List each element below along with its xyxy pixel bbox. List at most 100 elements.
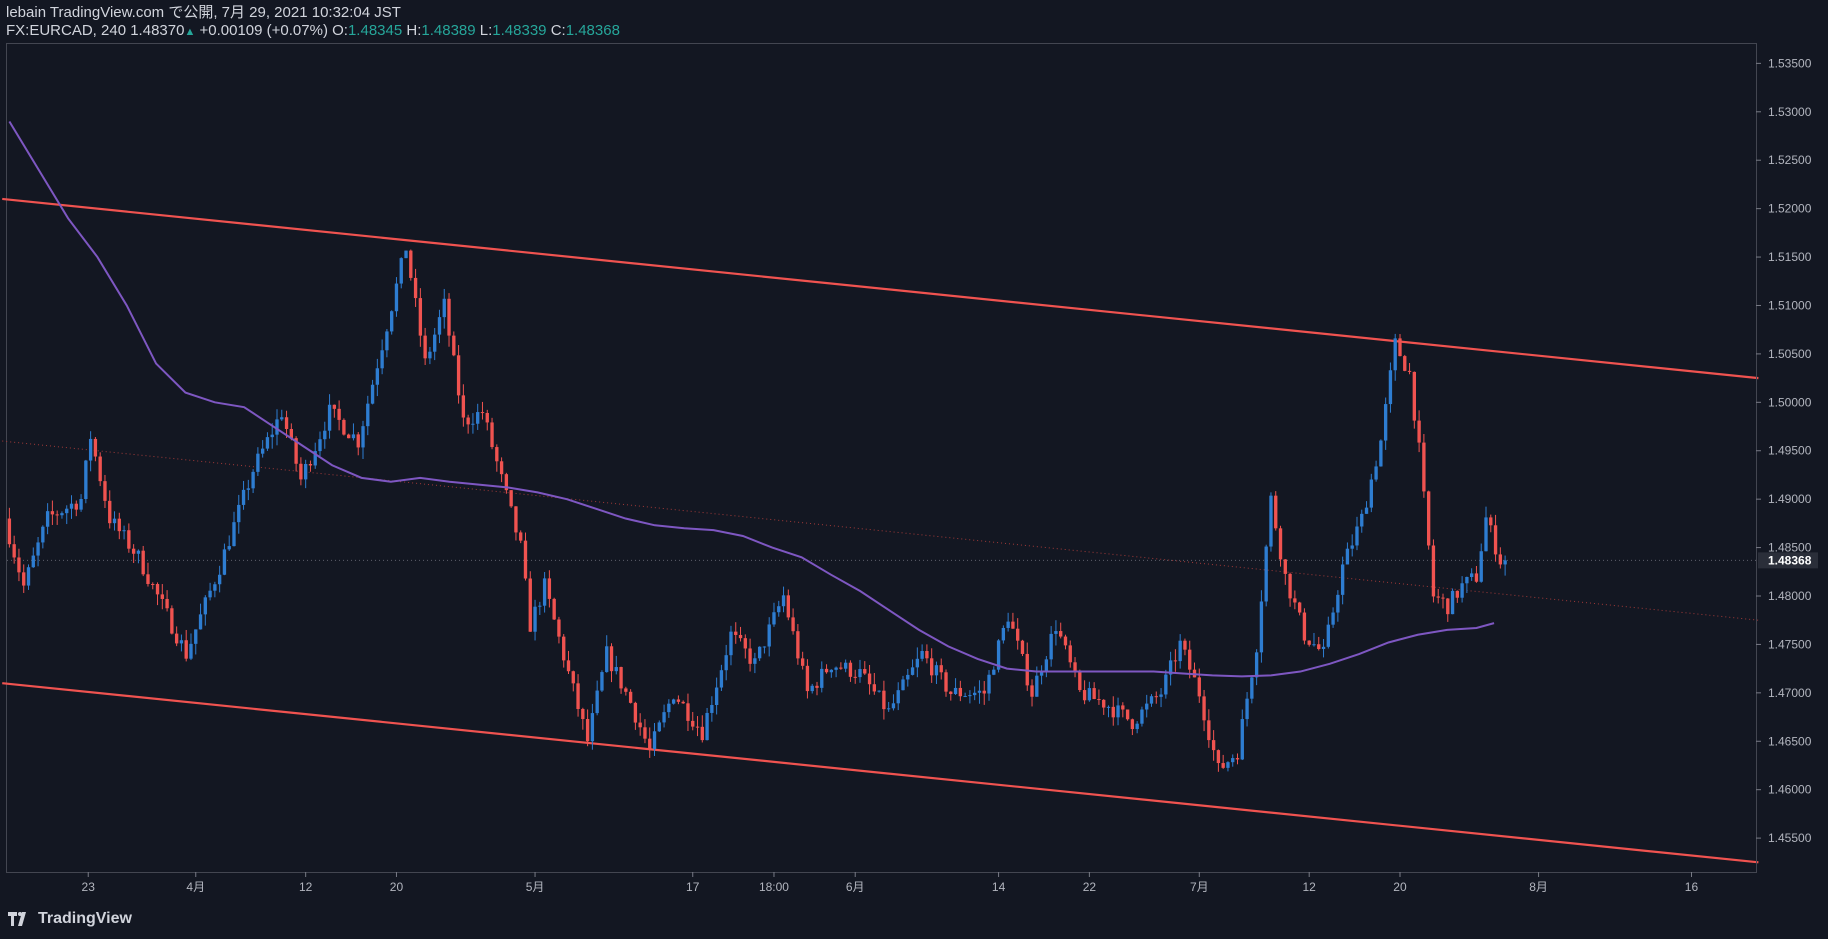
candle[interactable]	[973, 686, 977, 701]
candle[interactable]	[466, 414, 470, 434]
candle[interactable]	[356, 432, 360, 456]
candle[interactable]	[772, 602, 776, 627]
candle[interactable]	[1393, 333, 1397, 381]
candle[interactable]	[1407, 363, 1412, 375]
candle[interactable]	[1001, 625, 1006, 644]
candle[interactable]	[944, 669, 948, 697]
candle[interactable]	[1326, 616, 1330, 649]
candle[interactable]	[1216, 749, 1221, 772]
candle[interactable]	[624, 686, 628, 696]
candle[interactable]	[45, 503, 50, 535]
candle[interactable]	[237, 494, 241, 534]
candle[interactable]	[1149, 694, 1154, 707]
candle[interactable]	[122, 525, 126, 540]
candle[interactable]	[93, 437, 98, 462]
candle[interactable]	[265, 432, 270, 451]
candle[interactable]	[523, 532, 528, 581]
candle[interactable]	[1379, 439, 1383, 467]
candle[interactable]	[1288, 572, 1292, 607]
candle[interactable]	[370, 379, 375, 405]
candle[interactable]	[337, 400, 341, 431]
candle[interactable]	[418, 288, 423, 347]
candle[interactable]	[131, 544, 136, 563]
lower-channel-trendline[interactable]	[2, 682, 1759, 864]
candle[interactable]	[332, 404, 337, 418]
candle[interactable]	[217, 565, 222, 593]
candle[interactable]	[1049, 626, 1053, 667]
candle[interactable]	[691, 711, 695, 731]
candle[interactable]	[1240, 709, 1244, 761]
candle[interactable]	[1307, 640, 1311, 647]
candle[interactable]	[585, 709, 590, 747]
candle[interactable]	[1116, 697, 1120, 726]
candle[interactable]	[896, 682, 900, 711]
candle[interactable]	[934, 661, 939, 684]
candle[interactable]	[987, 670, 991, 701]
candle[interactable]	[1493, 514, 1498, 562]
candle[interactable]	[638, 713, 642, 736]
candle[interactable]	[781, 586, 786, 613]
candle[interactable]	[127, 523, 131, 553]
candle[interactable]	[605, 635, 609, 673]
candle[interactable]	[1412, 371, 1416, 429]
candle[interactable]	[762, 646, 767, 654]
candle[interactable]	[165, 590, 169, 612]
candle[interactable]	[141, 545, 145, 577]
candle[interactable]	[800, 651, 805, 670]
candle[interactable]	[977, 680, 982, 704]
candle[interactable]	[705, 707, 709, 741]
candle[interactable]	[681, 700, 685, 704]
candle[interactable]	[519, 530, 523, 544]
candle[interactable]	[456, 345, 461, 404]
candle[interactable]	[538, 601, 542, 616]
candle[interactable]	[676, 695, 681, 705]
candle[interactable]	[1403, 354, 1407, 372]
candle[interactable]	[1145, 694, 1149, 718]
candle[interactable]	[609, 643, 614, 683]
candle[interactable]	[877, 690, 881, 693]
candle[interactable]	[413, 268, 418, 307]
candle[interactable]	[786, 589, 790, 621]
candle[interactable]	[184, 629, 188, 662]
candle[interactable]	[155, 582, 160, 606]
candle[interactable]	[1274, 491, 1278, 531]
candle[interactable]	[1355, 516, 1359, 551]
candle[interactable]	[643, 719, 647, 744]
candle[interactable]	[318, 431, 322, 457]
candle[interactable]	[504, 472, 509, 494]
candle[interactable]	[777, 600, 781, 617]
candle[interactable]	[213, 581, 217, 598]
candle[interactable]	[1455, 590, 1460, 603]
candle[interactable]	[1154, 691, 1158, 704]
candle[interactable]	[1293, 590, 1297, 610]
candle[interactable]	[757, 646, 762, 661]
candle[interactable]	[867, 664, 872, 695]
candle[interactable]	[1321, 638, 1326, 658]
candle[interactable]	[996, 639, 1001, 673]
candle[interactable]	[891, 694, 896, 711]
candle[interactable]	[533, 599, 537, 641]
candle[interactable]	[1498, 547, 1503, 569]
candle[interactable]	[714, 677, 719, 715]
candle[interactable]	[1250, 676, 1254, 704]
candle[interactable]	[471, 413, 475, 434]
candle[interactable]	[495, 444, 499, 472]
candle[interactable]	[385, 328, 389, 358]
candle[interactable]	[805, 659, 810, 699]
candle[interactable]	[69, 495, 74, 519]
candle[interactable]	[882, 680, 886, 720]
candle[interactable]	[284, 410, 289, 438]
candle[interactable]	[982, 681, 986, 705]
candle[interactable]	[743, 634, 747, 659]
tradingview-logo[interactable]: TradingView	[8, 910, 132, 928]
candle[interactable]	[1188, 640, 1192, 679]
candle[interactable]	[810, 683, 814, 694]
candle[interactable]	[547, 570, 552, 608]
candle[interactable]	[1082, 680, 1087, 705]
candle[interactable]	[327, 394, 332, 439]
candle[interactable]	[375, 358, 380, 397]
candle[interactable]	[1484, 506, 1488, 552]
candle[interactable]	[1130, 718, 1135, 736]
candle[interactable]	[423, 327, 427, 365]
